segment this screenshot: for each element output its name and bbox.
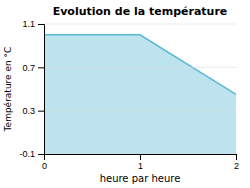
tick-mark	[38, 111, 44, 112]
tick-mark	[38, 154, 44, 155]
axis-line	[45, 155, 237, 161]
grid-line	[44, 24, 236, 25]
tick-label: 2	[234, 161, 239, 171]
tick: 0	[42, 154, 47, 171]
tick: 1	[138, 154, 143, 171]
grid-line	[44, 67, 236, 68]
tick: 0.7	[22, 63, 44, 73]
tick-label: 0	[42, 161, 47, 171]
x-axis-title: heure par heure	[100, 173, 181, 184]
axis-line	[38, 25, 45, 155]
tick-label: -0.1	[19, 149, 35, 159]
marks	[44, 35, 236, 154]
grid-line	[44, 110, 236, 111]
tick: 2	[234, 154, 239, 171]
line	[44, 35, 236, 95]
title: Evolution de la température	[53, 5, 228, 18]
grid	[44, 24, 236, 154]
area	[44, 35, 236, 154]
tick-mark	[236, 154, 237, 160]
plot: 0 1 2 -0.1 0.3 0.7 1.1	[19, 19, 239, 171]
x-axis: 0 1 2	[42, 154, 239, 171]
tick: 1.1	[22, 19, 44, 29]
tick-label: 0.7	[22, 63, 35, 73]
tick-label: 1.1	[22, 19, 35, 29]
tick-mark	[38, 67, 44, 68]
y-axis: -0.1 0.3 0.7 1.1	[19, 19, 44, 159]
tick-mark	[140, 154, 141, 160]
tick: 0.3	[22, 106, 44, 116]
y-axis-title: Température en °C	[3, 47, 13, 133]
tick-label: 0.3	[22, 106, 35, 116]
tick-mark	[38, 24, 44, 25]
chart: 0 1 2 -0.1 0.3 0.7 1.1 Evolution de la températ…	[0, 0, 250, 188]
tick: -0.1	[19, 149, 44, 159]
tick-label: 1	[138, 161, 143, 171]
